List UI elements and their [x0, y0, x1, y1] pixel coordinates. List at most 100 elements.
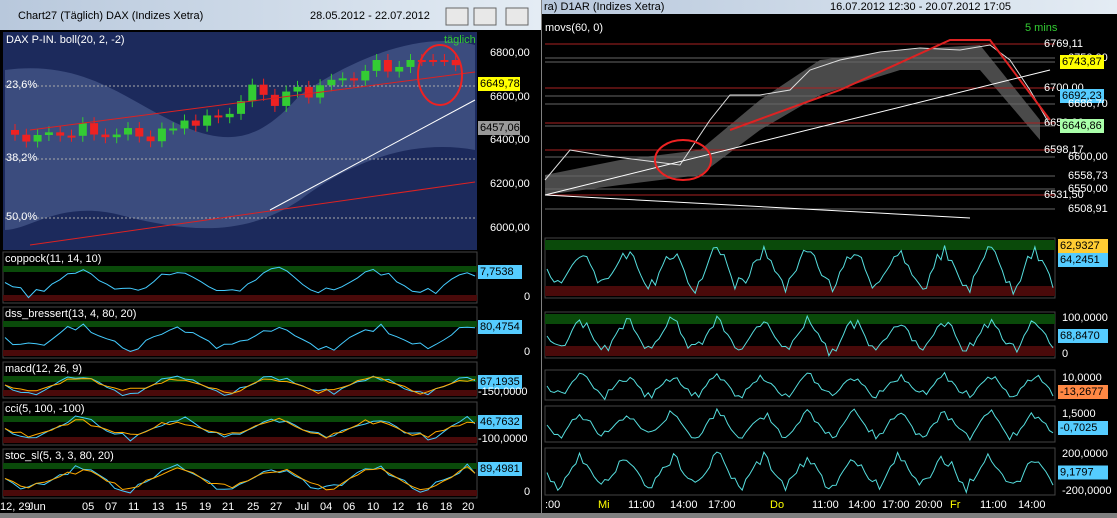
x-axis-label: Mi — [598, 499, 610, 511]
candle — [169, 128, 178, 131]
highlight-circle — [417, 44, 463, 106]
x-axis-label: 14:00 — [848, 499, 876, 511]
axis-label: 0 — [1062, 348, 1068, 360]
indicator-value-box — [478, 265, 522, 279]
overbought-zone — [3, 416, 477, 422]
window-buttons — [445, 7, 529, 26]
indicator-value: 89,4981 — [480, 463, 520, 475]
price-label: 6550,00 — [1068, 183, 1108, 195]
indicator-line — [546, 407, 1054, 442]
candle — [440, 60, 449, 62]
indicator-value: 62,9327 — [1060, 240, 1100, 252]
candle — [90, 123, 99, 135]
candle — [101, 134, 110, 138]
indicator-line — [4, 417, 476, 439]
candle — [282, 91, 291, 106]
x-axis-label: 18 — [440, 501, 452, 513]
candle — [203, 115, 212, 126]
indicator-label: cci(5, 100, -100) — [5, 403, 84, 415]
price-label: 6531,50 — [1044, 189, 1084, 201]
last-price-box — [478, 77, 520, 91]
overbought-zone — [3, 266, 477, 272]
indicator-value-box — [1058, 421, 1108, 435]
price-label-box — [1060, 55, 1104, 69]
indicator-value-box — [478, 320, 522, 334]
price-axis — [478, 32, 540, 250]
indicator-panel — [2, 448, 478, 499]
bollinger-band — [5, 41, 475, 231]
overbought-zone — [3, 463, 477, 469]
oversold-zone — [3, 350, 477, 356]
axis-label: 0 — [524, 291, 530, 303]
indicator-line — [546, 451, 1054, 495]
trend-line — [269, 99, 476, 211]
indicator-value-box — [1058, 253, 1108, 267]
price-label: 6646,86 — [1062, 120, 1102, 132]
minimize-button[interactable] — [445, 7, 469, 26]
x-axis-label: 14:00 — [1018, 499, 1046, 511]
x-axis-label: 12 — [392, 501, 404, 513]
x-axis-label: 11 — [128, 501, 139, 513]
overbought-zone — [3, 321, 477, 327]
x-axis-label: 27 — [270, 501, 282, 513]
window-title: ra) D1AR (Indizes Xetra) — [544, 1, 664, 13]
indicator-label: stoc_sl(5, 3, 3, 80, 20) — [5, 450, 114, 462]
price-label: 6800,00 — [490, 47, 530, 59]
candle — [33, 135, 42, 142]
indicator-line — [546, 244, 1054, 296]
x-axis-label: 05 — [82, 501, 94, 513]
indicator-panel — [544, 447, 1056, 496]
price-label: 6200,00 — [490, 178, 530, 190]
x-axis-label: 17:00 — [708, 499, 736, 511]
band-value: 6457,06 — [480, 122, 520, 134]
x-axis-label: 15 — [175, 501, 187, 513]
candle — [361, 70, 370, 81]
candle — [338, 78, 347, 81]
x-axis-label: 13 — [152, 501, 164, 513]
x-axis-label: 11:00 — [980, 499, 1007, 511]
axis-label: 200,0000 — [1062, 448, 1108, 460]
candle — [135, 128, 144, 137]
candle — [112, 134, 121, 138]
price-label: 6692,23 — [1062, 90, 1102, 102]
date-range: 16.07.2012 12:30 - 20.07.2012 17:05 — [830, 1, 1011, 13]
indicator-value-box — [478, 375, 522, 389]
candle — [304, 86, 313, 98]
overbought-zone — [3, 376, 477, 382]
indicator-value: 68,8470 — [1060, 330, 1100, 342]
date-range: 28.05.2012 - 22.07.2012 — [310, 10, 430, 22]
indicator-value: 67,1935 — [480, 376, 520, 388]
period-label: 5 mins — [1025, 22, 1058, 34]
x-axis-label: 19 — [199, 501, 211, 513]
axis-label: 100,0000 — [1062, 312, 1108, 324]
x-axis-label: 16 — [416, 501, 428, 513]
candle — [157, 128, 166, 142]
candle — [191, 120, 200, 126]
candle — [383, 60, 392, 72]
indicator-panel — [2, 306, 478, 359]
candle — [429, 60, 438, 62]
axis-label: -150,0000 — [478, 386, 528, 398]
axis-label: 1,5000 — [1062, 408, 1096, 420]
indicator-label: dss_bressert(13, 4, 80, 20) — [5, 308, 136, 320]
close-button[interactable] — [505, 7, 529, 26]
indicator-line — [4, 465, 476, 491]
highlight-circle — [654, 139, 712, 181]
candle — [44, 132, 53, 136]
window-title: Chart27 (Täglich) DAX (Indizes Xetra) — [18, 10, 203, 22]
candle — [372, 60, 381, 71]
indicator-line — [546, 371, 1054, 401]
indicator-value-box — [1058, 465, 1108, 480]
axis-label: 0 — [524, 346, 530, 358]
x-axis-label: 20:00 — [915, 499, 943, 511]
indicator-line — [4, 323, 476, 353]
indicator-value-box — [1058, 329, 1108, 343]
candle — [180, 120, 189, 129]
maximize-button[interactable] — [473, 7, 497, 26]
indicator-value: 7,7538 — [480, 266, 514, 278]
candle — [67, 135, 76, 138]
indicator-line — [546, 314, 1054, 357]
indicator-value: -0,7025 — [1060, 422, 1097, 434]
